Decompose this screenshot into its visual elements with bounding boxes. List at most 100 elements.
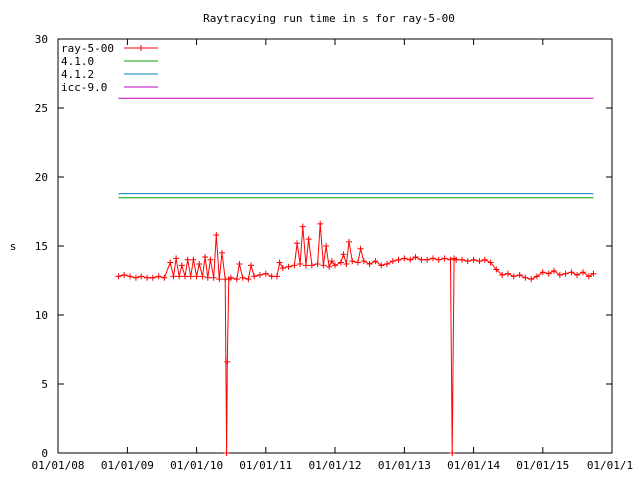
data-point (349, 258, 356, 265)
y-tick-label: 10 (35, 309, 48, 322)
data-point (574, 271, 581, 278)
x-tick-label: 01/01/1 (587, 459, 633, 472)
data-point (372, 258, 379, 265)
data-point (291, 262, 298, 269)
data-point (320, 262, 327, 269)
data-point (585, 273, 592, 280)
data-point (294, 240, 301, 247)
legend-label: icc-9.0 (61, 81, 107, 94)
x-tick-label: 01/01/13 (378, 459, 431, 472)
legend-label: ray-5-00 (61, 42, 114, 55)
data-point (213, 231, 220, 238)
series-ray-5-00 (115, 220, 597, 456)
data-point (545, 270, 552, 277)
y-tick-label: 30 (35, 33, 48, 46)
data-point (412, 254, 419, 261)
data-point (449, 450, 456, 456)
data-point (273, 273, 280, 280)
data-point (170, 273, 177, 280)
plot-frame (57, 38, 613, 454)
legend-label: 4.1.2 (61, 68, 94, 81)
plot-area: 0 5 10 15 20 25 30 01/01/08 01/01/09 01/01/10 01/0… (32, 33, 634, 472)
data-point (556, 271, 563, 278)
data-point (144, 274, 151, 281)
data-point (533, 273, 540, 280)
chart-title: Raytracying run time in s for ray-5-00 (203, 12, 455, 25)
x-tick-label: 01/01/11 (239, 459, 292, 472)
data-point (207, 256, 214, 263)
data-point (233, 276, 240, 283)
data-point (510, 273, 517, 280)
data-point (337, 259, 344, 266)
data-point (276, 259, 283, 266)
y-axis-label: s (10, 240, 17, 253)
y-tick-label: 25 (35, 102, 48, 115)
data-point (308, 262, 315, 269)
data-point (430, 255, 437, 262)
data-point (562, 270, 569, 277)
data-point (210, 274, 217, 281)
data-point (459, 256, 466, 263)
data-point (227, 274, 234, 281)
data-point (328, 258, 335, 265)
data-point (590, 270, 597, 277)
data-point (453, 256, 460, 263)
data-point (161, 274, 168, 281)
series-line (118, 223, 594, 454)
data-point (354, 259, 361, 266)
data-point (193, 273, 200, 280)
x-tick-label: 01/01/15 (516, 459, 569, 472)
data-point (285, 263, 292, 270)
data-point (132, 274, 139, 281)
data-point (493, 266, 500, 273)
data-point (219, 249, 226, 256)
data-point (251, 273, 258, 280)
data-point (245, 276, 252, 283)
data-point (383, 260, 390, 267)
data-point (447, 256, 454, 263)
data-point (522, 274, 529, 281)
data-point (568, 269, 575, 276)
data-point (360, 258, 367, 265)
data-point (550, 267, 557, 274)
y-tick-label: 5 (41, 378, 48, 391)
data-point (176, 273, 183, 280)
data-point (499, 271, 506, 278)
data-point (579, 269, 586, 276)
data-point (401, 255, 408, 262)
data-point (346, 238, 353, 245)
data-point (366, 260, 373, 267)
data-point (299, 223, 306, 230)
data-point (528, 276, 535, 283)
legend-label: 4.1.0 (61, 55, 94, 68)
x-tick-label: 01/01/09 (101, 459, 154, 472)
data-point (435, 256, 442, 263)
data-point (196, 260, 203, 267)
data-point (516, 271, 523, 278)
data-point (389, 258, 396, 265)
data-point (332, 262, 338, 269)
data-point (262, 270, 269, 277)
data-point (418, 256, 425, 263)
data-point (441, 255, 448, 262)
data-point (470, 256, 477, 263)
y-tick-label: 0 (41, 447, 48, 460)
data-point (184, 256, 191, 263)
data-point (487, 259, 494, 266)
data-point (378, 262, 385, 269)
data-point (279, 265, 286, 272)
data-point (138, 273, 145, 280)
data-point (224, 358, 231, 365)
data-point (223, 450, 230, 456)
y-tick-label: 15 (35, 240, 48, 253)
data-point (202, 254, 209, 261)
data-point (199, 273, 206, 280)
data-point (236, 260, 243, 267)
data-point (424, 256, 431, 263)
data-point (121, 271, 128, 278)
data-point (149, 274, 156, 281)
data-point (204, 274, 211, 281)
data-point (173, 255, 180, 262)
data-point (190, 256, 197, 263)
